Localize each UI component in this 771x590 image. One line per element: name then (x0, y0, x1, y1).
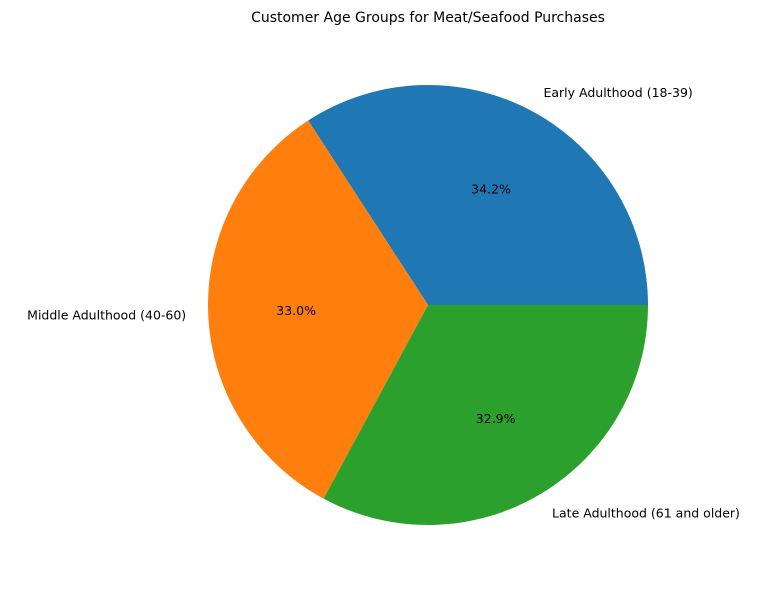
category-label-early-adulthood-18-39: Early Adulthood (18-39) (543, 85, 692, 100)
category-label-late-adulthood-61-and-older: Late Adulthood (61 and older) (552, 505, 740, 520)
percent-label-late-adulthood-61-and-older: 32.9% (476, 411, 516, 426)
pie-slice-early-adulthood-18-39 (308, 85, 648, 305)
category-label-middle-adulthood-40-60: Middle Adulthood (40-60) (27, 307, 186, 322)
category-labels: Early Adulthood (18-39) Middle Adulthood … (27, 85, 740, 520)
percent-label-early-adulthood-18-39: 34.2% (471, 181, 511, 196)
percent-labels: 34.2% 33.0% 32.9% (276, 181, 515, 425)
chart-title: Customer Age Groups for Meat/Seafood Pur… (251, 10, 605, 26)
pie-slice-middle-adulthood-40-60 (208, 120, 428, 499)
pie-slice-late-adulthood-61-and-older (323, 305, 648, 525)
pie-slices (208, 85, 648, 525)
percent-label-middle-adulthood-40-60: 33.0% (276, 303, 316, 318)
